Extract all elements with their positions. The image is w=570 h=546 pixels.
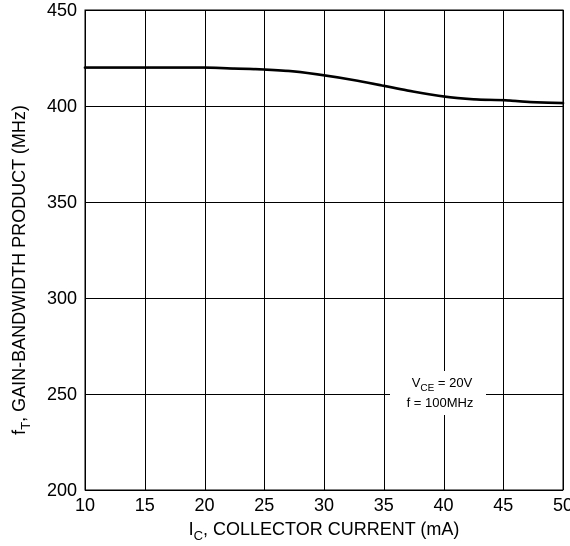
x-tick-label-35: 35 [374, 495, 394, 515]
tick-labels: 10 15 20 25 30 35 40 45 50 200 250 300 350 400 450 [47, 0, 570, 515]
plot-frame [84, 9, 564, 491]
y-tick-label-300: 300 [47, 288, 77, 308]
y-tick-label-200: 200 [47, 480, 77, 500]
grid-lines [85, 10, 564, 491]
y-axis-title: fT, GAIN-BANDWIDTH PRODUCT (MHz) [9, 105, 33, 435]
annotation-frequency: f = 100MHz [407, 395, 474, 410]
series-layer [83, 66, 565, 105]
x-tick-label-10: 10 [75, 495, 95, 515]
y-tick-label-350: 350 [47, 192, 77, 212]
annotation-box: VCE = 20V f = 100MHz [390, 371, 486, 415]
x-tick-label-30: 30 [314, 495, 334, 515]
annotation-background [390, 371, 486, 415]
y-tick-label-400: 400 [47, 96, 77, 116]
x-axis-title: IC, COLLECTOR CURRENT (mA) [189, 519, 460, 543]
y-tick-label-250: 250 [47, 384, 77, 404]
x-tick-label-15: 15 [135, 495, 155, 515]
series-line-0 [83, 66, 565, 105]
annotation-vce: VCE = 20V [412, 375, 473, 394]
x-tick-label-45: 45 [493, 495, 513, 515]
x-tick-label-20: 20 [194, 495, 214, 515]
x-tick-label-50: 50 [553, 495, 570, 515]
y-tick-label-450: 450 [47, 0, 77, 20]
x-tick-label-40: 40 [433, 495, 453, 515]
x-tick-label-25: 25 [254, 495, 274, 515]
